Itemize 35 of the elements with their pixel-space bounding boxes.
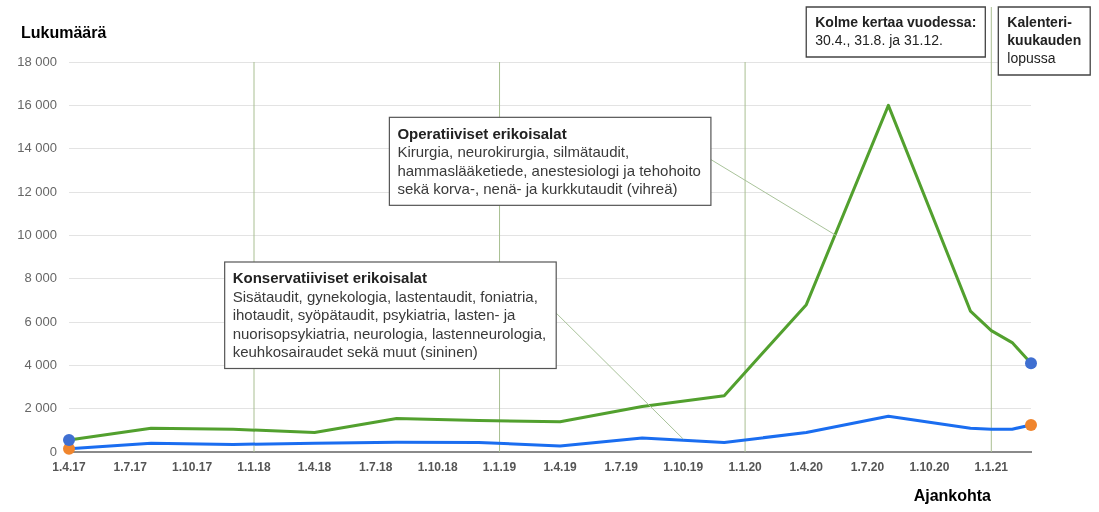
y-tick-label: 10 000 xyxy=(17,226,57,242)
x-tick-label: 1.1.21 xyxy=(974,459,1009,474)
x-tick-label: 1.10.17 xyxy=(172,459,213,474)
x-axis-title: Ajankohta xyxy=(913,487,992,505)
x-tick-label: 1.7.18 xyxy=(359,459,393,474)
x-tick-label: 1.4.19 xyxy=(543,459,578,474)
text: Kolme kertaa vuodessa: 30.4., 31.8. ja 31.12. xyxy=(815,13,977,48)
y-tick-label: 12 000 xyxy=(17,183,57,199)
annotation: Konservatiiviset erikoisalat Sisätaudit, gynekologia, lastentaudit, foniatria, ihotaudit, syöpätaudit, psykiatria, lasten- ja nuorisopsykiatria, neurologia, lastenneurologia, keuhkosairaudet sekä muut (sininen) xyxy=(232,269,547,361)
x-tick-label: 1.1.20 xyxy=(728,459,763,474)
x-tick-label: 1.4.18 xyxy=(297,459,332,474)
x-tick-label: 1.10.19 xyxy=(663,459,704,474)
point xyxy=(63,434,75,447)
y-tick-label: 6 000 xyxy=(24,313,57,329)
point xyxy=(1025,418,1037,431)
x-tick-label: 1.7.17 xyxy=(113,459,148,474)
point xyxy=(1025,357,1037,370)
x-tick-label: 1.7.20 xyxy=(850,459,885,474)
x-tick-label: 1.4.17 xyxy=(52,459,86,474)
y-tick-label: 0 xyxy=(49,443,57,459)
y-tick-label: 8 000 xyxy=(24,270,57,286)
y-tick-label: 18 000 xyxy=(17,53,57,69)
x-tick-label: 1.1.18 xyxy=(237,459,271,474)
x-tick-label: 1.10.20 xyxy=(909,459,950,474)
y-tick-label: 16 000 xyxy=(17,96,57,112)
y-tick-label: 14 000 xyxy=(17,140,57,156)
x-tick-label: 1.1.19 xyxy=(482,459,517,474)
x-tick-label: 1.7.19 xyxy=(604,459,639,474)
x-tick-label: 1.4.20 xyxy=(789,459,824,474)
y-axis-title: Lukumäärä xyxy=(21,24,107,42)
annotation: Operatiiviset erikoisalat Kirurgia, neurokirurgia, silmätaudit, hammaslääketiede, anestesiologi ja tehohoito sekä korva-, nenä- ja kurkkutaudit (vihreä) xyxy=(397,124,701,198)
annotation: Kalenteri- kuukauden lopussa xyxy=(1007,13,1082,66)
y-tick-label: 2 000 xyxy=(24,400,57,416)
x-tick-label: 1.10.18 xyxy=(417,459,458,474)
y-tick-label: 4 000 xyxy=(24,356,57,372)
